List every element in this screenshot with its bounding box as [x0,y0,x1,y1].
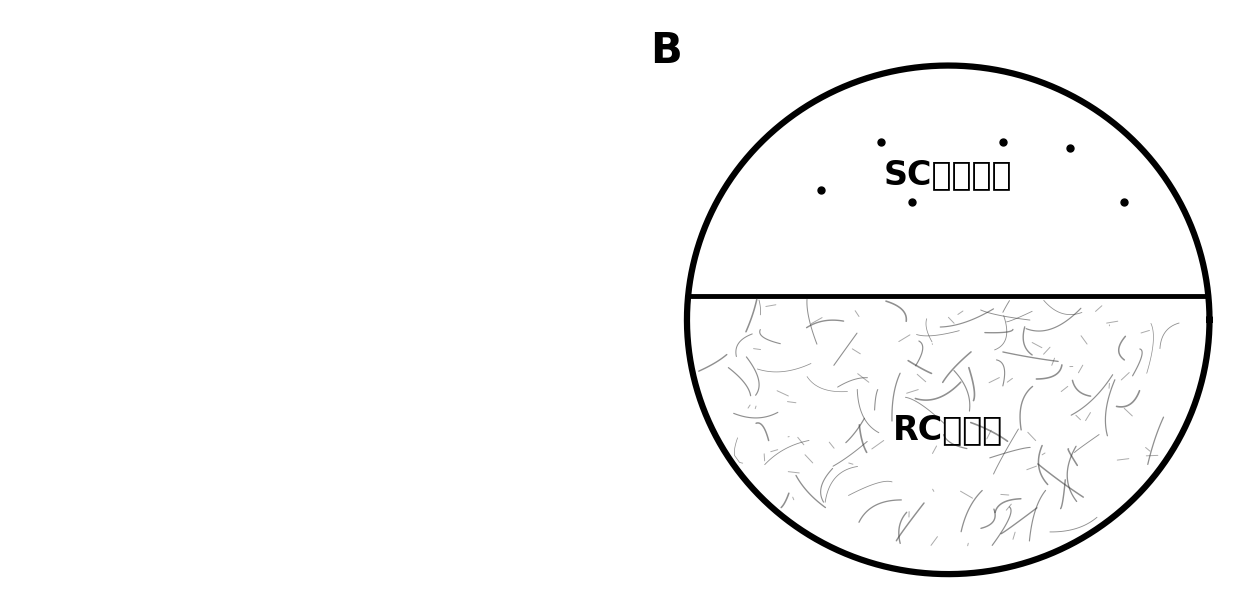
Polygon shape [449,322,486,348]
Polygon shape [27,340,100,373]
Polygon shape [0,277,68,376]
Polygon shape [219,352,265,376]
Polygon shape [47,361,131,381]
Polygon shape [515,285,627,375]
Text: RC，根室: RC，根室 [893,413,1003,446]
Polygon shape [387,365,440,382]
Polygon shape [167,314,334,388]
Polygon shape [0,338,45,384]
Polygon shape [123,324,192,346]
Polygon shape [455,298,508,335]
Polygon shape [532,368,588,393]
Polygon shape [330,345,382,365]
Polygon shape [15,343,84,377]
Polygon shape [243,322,384,391]
Polygon shape [0,312,95,386]
Polygon shape [393,335,441,357]
Polygon shape [5,299,69,333]
Polygon shape [512,52,583,219]
Polygon shape [461,307,537,337]
Polygon shape [174,354,217,381]
Polygon shape [418,336,485,363]
Polygon shape [542,305,588,333]
Polygon shape [567,301,604,325]
Polygon shape [342,322,503,397]
Polygon shape [341,317,397,354]
Text: SC，孢子室: SC，孢子室 [884,158,1013,192]
Polygon shape [358,360,440,396]
Text: A: A [31,42,63,84]
Text: B: B [651,30,682,72]
Polygon shape [129,315,263,400]
Polygon shape [398,308,552,383]
Polygon shape [458,306,599,375]
Polygon shape [445,319,495,336]
Polygon shape [60,320,134,344]
Polygon shape [33,352,81,384]
Polygon shape [76,317,219,391]
Polygon shape [24,315,144,404]
Polygon shape [0,361,63,391]
Polygon shape [69,301,133,329]
Polygon shape [285,313,460,382]
